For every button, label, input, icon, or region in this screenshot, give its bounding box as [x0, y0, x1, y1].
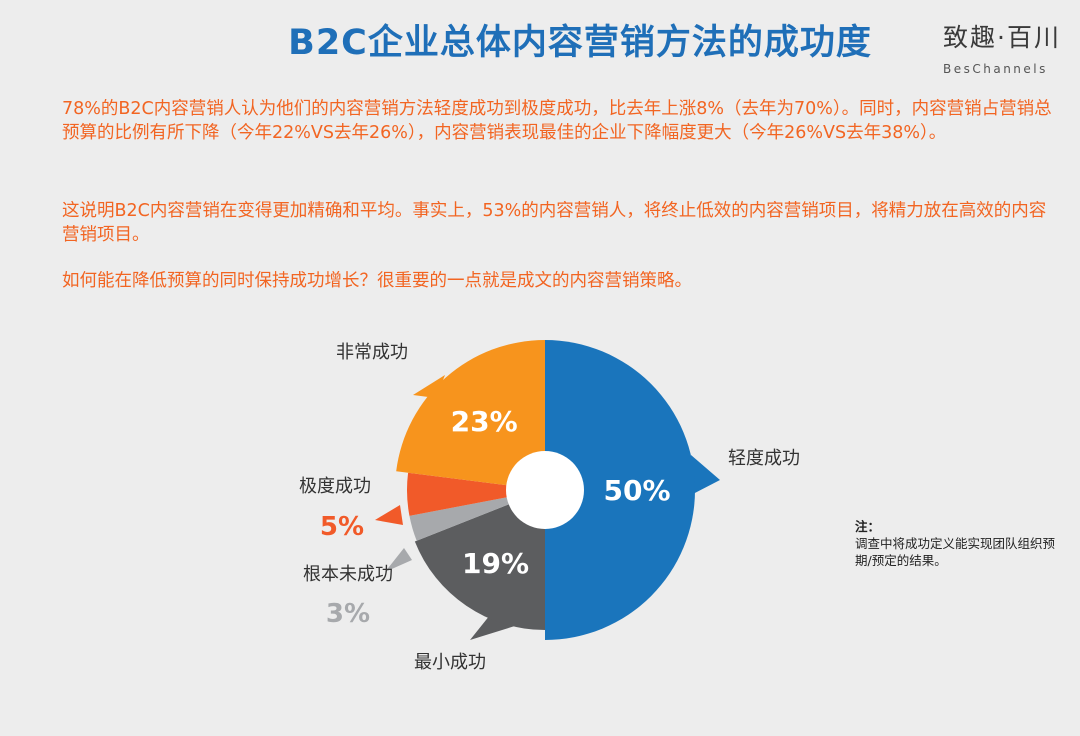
slice-1-category-label: 最小成功	[414, 652, 486, 673]
logo-subtitle: BesChannels	[943, 62, 1048, 76]
slice-1-wedge	[414, 490, 545, 630]
pie-center-hole	[506, 451, 584, 529]
slice-0-category-label: 轻度成功	[728, 448, 800, 469]
slice-3-wedge	[407, 472, 545, 516]
footnote-text: 调查中将成功定义能实现团队组织预期/预定的结果。	[855, 536, 1056, 568]
page-title: B2C企业总体内容营销方法的成功度	[288, 23, 872, 63]
slice-2-category-label: 根本未成功	[303, 564, 393, 585]
slice-3-value-label: 5%	[320, 512, 364, 542]
paragraph-2: 这说明B2C内容营销在变得更加精确和平均。事实上，53%的内容营销人，将终止低效…	[62, 201, 1047, 245]
slice-0-wedge	[545, 340, 695, 640]
slice-4-wedge	[396, 340, 545, 490]
slice-4-category-label: 非常成功	[336, 342, 408, 363]
footnote: 注： 调查中将成功定义能实现团队组织预期/预定的结果。	[855, 518, 1065, 569]
slice-4-value-label: 23%	[451, 405, 518, 438]
slice-3-category-label: 极度成功	[299, 476, 371, 497]
brand-logo: 致趣·百川 BesChannels	[943, 18, 1071, 76]
paragraph-3: 如何能在降低预算的同时保持成功增长？很重要的一点就是成文的内容营销策略。	[62, 271, 692, 291]
slice-2-value-label: 3%	[326, 599, 370, 629]
slice-2-pointer	[385, 548, 412, 572]
logo-text: 致趣·百川	[943, 23, 1061, 52]
slice-0-value-label: 50%	[603, 474, 670, 507]
slice-3-pointer	[375, 505, 403, 525]
footnote-title: 注：	[855, 519, 881, 534]
slice-1-value-label: 19%	[462, 547, 529, 580]
paragraph-1: 78%的B2C内容营销人认为他们的内容营销方法轻度成功到极度成功，比去年上涨8%…	[62, 99, 1052, 143]
slice-0-pointer	[691, 455, 720, 495]
